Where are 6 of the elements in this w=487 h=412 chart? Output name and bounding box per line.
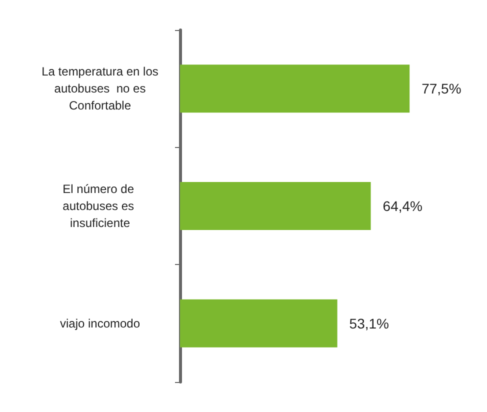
data-label: 53,1% [349, 315, 390, 332]
data-label: 77,5% [422, 80, 462, 97]
y-tick-label: El número de autobuses es insuficiente [62, 182, 138, 230]
y-tick-label: viajo incomodo [60, 316, 140, 330]
y-tick-label: La temperatura en los autobuses no es Confortable [42, 64, 158, 113]
data-label: 64,4% [382, 198, 422, 214]
